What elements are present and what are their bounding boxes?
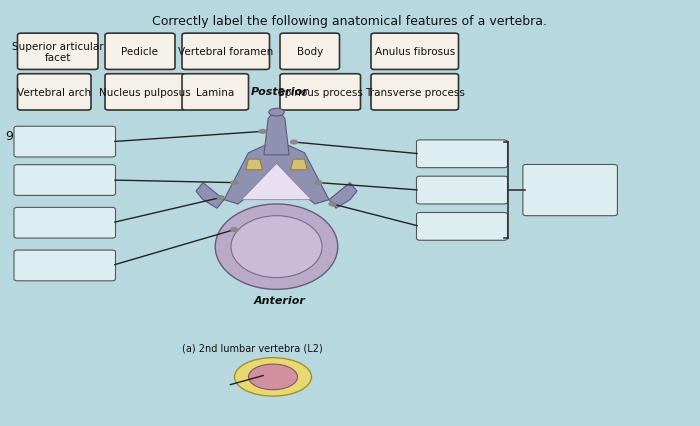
Ellipse shape [216,204,337,290]
Text: Body: Body [297,47,323,57]
Polygon shape [196,183,224,209]
Circle shape [230,227,239,233]
Circle shape [258,130,267,135]
Text: Nucleus pulposus: Nucleus pulposus [99,88,191,98]
FancyBboxPatch shape [182,75,248,111]
Circle shape [230,181,239,186]
Text: Spinous process: Spinous process [278,88,363,98]
Text: Vertebral arch: Vertebral arch [18,88,91,98]
FancyBboxPatch shape [523,165,617,216]
FancyBboxPatch shape [18,34,98,70]
Circle shape [314,181,323,186]
Text: Anterior: Anterior [254,295,306,305]
Text: Pedicle: Pedicle [122,47,158,57]
FancyBboxPatch shape [416,177,508,204]
FancyBboxPatch shape [105,75,186,111]
FancyBboxPatch shape [18,75,91,111]
Circle shape [290,140,298,145]
Ellipse shape [234,358,312,396]
PathPatch shape [224,141,329,204]
Text: Transverse process: Transverse process [365,88,465,98]
Text: Lamina: Lamina [196,88,235,98]
Text: Anulus fibrosus: Anulus fibrosus [374,47,455,57]
Text: Correctly label the following anatomical features of a vertebra.: Correctly label the following anatomical… [153,15,547,28]
FancyBboxPatch shape [14,127,116,158]
Polygon shape [264,113,289,155]
Text: Superior articular
facet: Superior articular facet [12,41,104,63]
Ellipse shape [269,109,284,117]
Text: Vertebral foramen: Vertebral foramen [178,47,274,57]
FancyBboxPatch shape [371,75,458,111]
FancyBboxPatch shape [182,34,270,70]
Polygon shape [246,160,262,170]
FancyBboxPatch shape [14,250,116,281]
FancyBboxPatch shape [140,128,364,332]
FancyBboxPatch shape [416,141,508,168]
Ellipse shape [231,216,322,278]
FancyBboxPatch shape [14,208,116,239]
FancyBboxPatch shape [105,34,175,70]
Text: Posterior: Posterior [251,86,309,97]
Polygon shape [329,183,357,209]
FancyBboxPatch shape [416,213,508,241]
Ellipse shape [248,364,298,390]
Circle shape [216,196,225,201]
Polygon shape [241,164,312,200]
FancyBboxPatch shape [280,75,360,111]
Circle shape [328,202,337,207]
Text: (a) 2nd lumbar vertebra (L2): (a) 2nd lumbar vertebra (L2) [182,343,323,353]
Polygon shape [290,160,307,170]
FancyBboxPatch shape [280,34,340,70]
FancyBboxPatch shape [14,165,116,196]
FancyBboxPatch shape [371,34,458,70]
Text: 9: 9 [6,130,13,143]
